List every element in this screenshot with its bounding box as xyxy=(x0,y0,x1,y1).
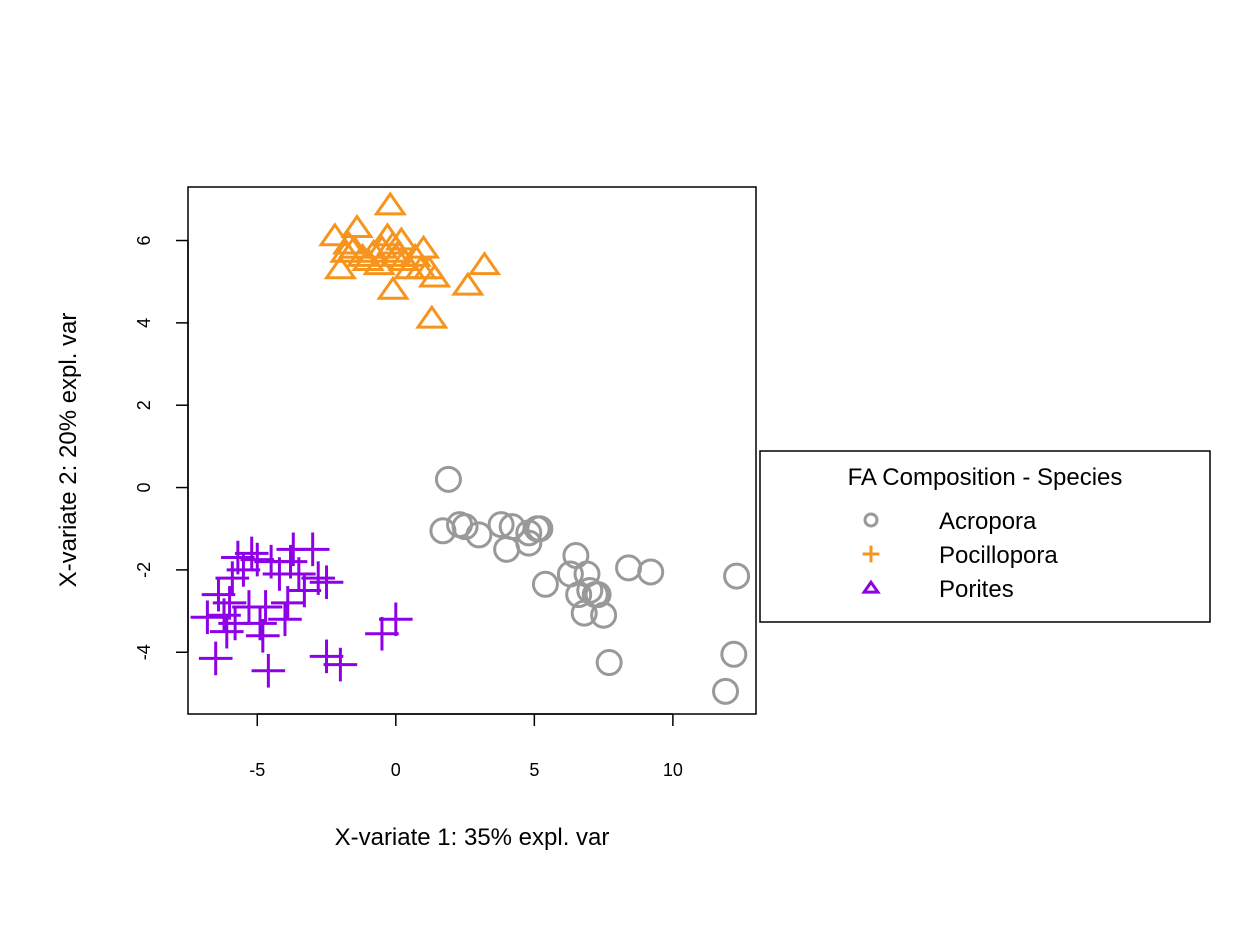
point-acropora xyxy=(493,535,521,563)
point-pocillopora xyxy=(376,275,410,300)
point-porites xyxy=(268,602,302,637)
point-pocillopora xyxy=(362,251,396,276)
series-acropora xyxy=(429,465,751,705)
point-porites xyxy=(309,565,344,600)
point-porites xyxy=(295,532,330,567)
point-acropora xyxy=(429,517,457,545)
series-porites xyxy=(190,532,413,688)
point-pocillopora xyxy=(340,214,374,239)
legend: FA Composition - Species Acropora Pocillo… xyxy=(759,450,1211,623)
y-tick-label: 6 xyxy=(134,236,154,246)
point-porites xyxy=(301,561,336,595)
y-axis: -4 -2 0 2 4 6 xyxy=(134,236,189,660)
point-acropora xyxy=(595,649,623,677)
point-porites xyxy=(234,536,269,571)
point-pocillopora xyxy=(415,304,449,329)
legend-label-acropora: Acropora xyxy=(939,508,1037,535)
point-acropora xyxy=(434,465,462,493)
legend-symbol-pocillopora xyxy=(862,545,880,563)
y-tick-label: 4 xyxy=(134,318,154,328)
point-pocillopora xyxy=(451,271,485,296)
point-acropora xyxy=(637,558,665,586)
point-pocillopora xyxy=(329,238,363,263)
point-porites xyxy=(190,600,225,635)
point-porites xyxy=(379,602,413,637)
series-pocillopora xyxy=(318,191,502,329)
point-pocillopora xyxy=(406,234,441,259)
point-pocillopora xyxy=(318,222,352,247)
point-acropora xyxy=(720,640,748,668)
point-acropora xyxy=(487,511,515,539)
legend-label-pocillopora: Pocillopora xyxy=(939,542,1058,569)
point-acropora xyxy=(712,677,740,705)
legend-symbol-porites xyxy=(861,579,881,594)
point-porites xyxy=(251,653,286,688)
y-tick-label: 0 xyxy=(134,483,154,493)
point-pocillopora xyxy=(323,255,358,280)
y-axis-label: X-variate 2: 20% expl. var xyxy=(55,313,82,588)
point-pocillopora xyxy=(332,230,366,255)
y-tick-label: -2 xyxy=(134,562,154,578)
x-tick-label: -5 xyxy=(249,760,265,780)
point-acropora xyxy=(451,513,479,541)
point-porites xyxy=(240,542,275,577)
legend-symbol-acropora xyxy=(863,512,879,528)
point-porites xyxy=(212,586,247,620)
legend-title: FA Composition - Species xyxy=(848,464,1123,491)
point-porites xyxy=(198,641,233,676)
legend-entries: Acropora Pocillopora Porites xyxy=(861,508,1058,603)
point-acropora xyxy=(531,570,559,598)
point-porites xyxy=(248,590,283,624)
y-tick-label: 2 xyxy=(134,400,154,410)
point-porites xyxy=(365,616,399,651)
data-points xyxy=(190,191,751,705)
x-axis-label: X-variate 1: 35% expl. var xyxy=(335,824,610,851)
point-acropora xyxy=(526,515,554,543)
point-acropora xyxy=(465,521,493,549)
point-acropora xyxy=(590,601,618,629)
y-tick-label: -4 xyxy=(134,644,154,660)
point-porites xyxy=(209,614,244,649)
x-tick-label: 0 xyxy=(391,760,401,780)
point-porites xyxy=(246,618,280,653)
point-pocillopora xyxy=(384,226,419,251)
point-porites xyxy=(323,647,358,682)
point-pocillopora xyxy=(373,191,407,216)
x-tick-label: 5 xyxy=(529,760,539,780)
x-tick-label: 10 xyxy=(663,760,683,780)
point-pocillopora xyxy=(417,263,452,288)
point-porites xyxy=(282,557,316,591)
point-pocillopora xyxy=(467,251,502,276)
legend-label-porites: Porites xyxy=(939,576,1014,603)
point-acropora xyxy=(584,581,612,609)
legend-box xyxy=(759,450,1211,623)
x-axis: -5 0 5 10 xyxy=(249,713,683,780)
point-acropora xyxy=(615,554,643,582)
point-porites xyxy=(309,639,344,674)
point-acropora xyxy=(723,562,751,590)
